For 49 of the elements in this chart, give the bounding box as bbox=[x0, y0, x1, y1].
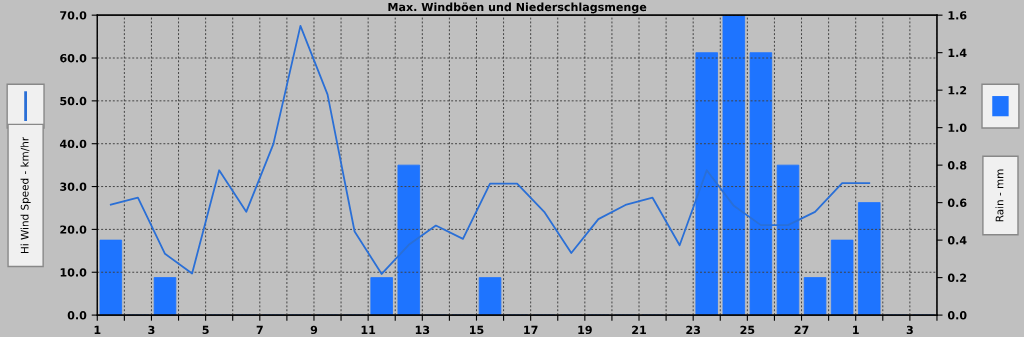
y2-tick-label: 1.6 bbox=[948, 11, 967, 20]
x-tick-label: 19 bbox=[578, 325, 592, 335]
bar bbox=[695, 52, 718, 316]
bar bbox=[99, 239, 123, 316]
y2-axis-title: Rain - mm bbox=[995, 169, 1004, 222]
bar bbox=[857, 202, 881, 316]
y-tick-label: 20.0 bbox=[60, 225, 87, 234]
y2-tick-label: 0.2 bbox=[947, 273, 967, 282]
y2-tick-label: 0.4 bbox=[947, 236, 967, 245]
x-tick-label: 5 bbox=[202, 325, 209, 335]
line-series bbox=[109, 24, 871, 275]
y2-tick-label: 1.0 bbox=[948, 123, 967, 133]
bar bbox=[478, 277, 502, 316]
bar bbox=[722, 15, 746, 316]
x-tick-label: 9 bbox=[310, 325, 318, 335]
x-tick-label: 1 bbox=[94, 325, 101, 334]
bar bbox=[830, 239, 854, 316]
x-tick-label: 23 bbox=[686, 325, 701, 335]
bar bbox=[397, 164, 421, 316]
y-tick-label: 0.0 bbox=[67, 311, 87, 320]
x-tick-label: 7 bbox=[256, 325, 263, 334]
y2-tick-label: 1.2 bbox=[948, 86, 967, 95]
y-tick-label: 40.0 bbox=[59, 139, 87, 149]
y-tick-label: 70.0 bbox=[60, 11, 87, 20]
chart-title: Max. Windböen und Niederschlagsmenge bbox=[388, 2, 647, 14]
bar bbox=[776, 164, 800, 316]
y-tick-label: 30.0 bbox=[60, 182, 87, 191]
x-tick-label: 25 bbox=[740, 325, 755, 335]
bar bbox=[370, 277, 393, 316]
y2-tick-label: 0.8 bbox=[947, 161, 967, 170]
y-tick-label: 10.0 bbox=[60, 268, 87, 277]
y-axis-title: Hi Wind Speed - km/hr bbox=[20, 136, 31, 253]
x-tick-label: 17 bbox=[524, 325, 538, 334]
x-tick-label: 1 bbox=[853, 325, 859, 334]
x-tick-label: 3 bbox=[906, 325, 913, 335]
x-tick-label: 11 bbox=[361, 325, 376, 334]
y-tick-label: 50.0 bbox=[60, 96, 87, 106]
y2-tick-label: 1.4 bbox=[948, 48, 967, 57]
x-tick-label: 27 bbox=[794, 325, 809, 334]
bar bbox=[803, 277, 827, 316]
x-tick-label: 21 bbox=[632, 325, 646, 334]
bar bbox=[749, 52, 773, 316]
y2-tick-label: 0.0 bbox=[947, 311, 967, 320]
y-tick-label: 60.0 bbox=[60, 53, 87, 63]
x-tick-label: 13 bbox=[415, 325, 430, 335]
x-tick-label: 15 bbox=[470, 325, 484, 335]
y2-tick-label: 0.6 bbox=[947, 198, 967, 207]
x-tick-label: 3 bbox=[148, 325, 155, 335]
bar bbox=[153, 277, 177, 316]
